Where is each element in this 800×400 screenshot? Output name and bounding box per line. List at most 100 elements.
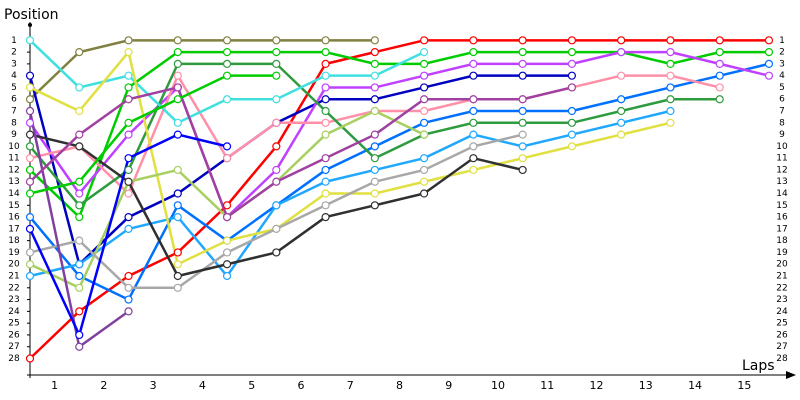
lap-marker — [666, 59, 675, 68]
lap-marker — [715, 48, 724, 57]
lap-marker — [173, 95, 182, 104]
lap-marker — [272, 48, 281, 57]
y-tick-label: 17 — [8, 224, 19, 234]
lap-marker — [124, 212, 133, 222]
lap-marker — [370, 201, 379, 210]
y-tick-label: 7 — [11, 107, 17, 117]
lap-marker — [321, 130, 330, 139]
lap-marker — [124, 118, 133, 127]
lap-marker — [272, 142, 281, 151]
y-tick-label: 18 — [8, 236, 20, 246]
lap-marker — [25, 106, 35, 116]
y-tick-label-right: 20 — [776, 260, 788, 270]
lap-marker — [222, 212, 232, 222]
x-tick-label: 5 — [248, 379, 255, 392]
lap-marker — [173, 59, 182, 68]
y-tick-label-right: 25 — [776, 319, 787, 329]
lap-marker — [370, 106, 379, 116]
lap-marker — [420, 106, 429, 116]
lap-marker — [420, 165, 429, 175]
series-line — [29, 74, 277, 195]
lap-marker — [518, 48, 527, 57]
lap-marker — [370, 36, 379, 45]
y-tick-label: 8 — [11, 118, 17, 128]
lap-marker — [75, 106, 84, 116]
lap-marker — [222, 260, 232, 269]
lap-marker — [469, 154, 478, 163]
y-tick-label-right: 10 — [776, 142, 788, 152]
lap-marker — [173, 48, 182, 57]
lap-marker — [25, 165, 35, 175]
x-axis-label: Laps — [742, 358, 775, 374]
lap-marker — [617, 48, 626, 57]
series-line — [29, 109, 671, 279]
lap-marker — [272, 118, 281, 127]
y-tick-label: 4 — [11, 71, 17, 81]
lap-marker — [75, 201, 84, 210]
lap-marker — [567, 71, 577, 80]
lap-marker — [518, 36, 527, 45]
y-tick-label-right: 28 — [776, 354, 788, 364]
lap-marker — [370, 177, 379, 186]
lap-marker — [370, 189, 379, 198]
lap-marker — [617, 118, 626, 127]
y-tick-label: 12 — [8, 165, 19, 175]
lap-marker — [370, 59, 379, 68]
y-tick-label: 14 — [8, 189, 20, 199]
lap-marker — [321, 48, 330, 57]
lap-marker — [75, 212, 84, 222]
y-tick-label-right: 12 — [776, 165, 787, 175]
lap-marker — [420, 95, 429, 104]
lap-marker — [420, 118, 429, 127]
y-tick-label-right: 15 — [776, 201, 787, 211]
lap-marker — [469, 71, 478, 80]
lap-marker — [715, 95, 724, 104]
y-tick-label: 3 — [11, 59, 17, 69]
lap-marker — [469, 36, 478, 45]
lap-marker — [715, 83, 724, 92]
lap-marker — [75, 142, 84, 151]
lap-marker — [567, 130, 577, 139]
lap-marker — [25, 354, 35, 363]
y-tick-label: 24 — [8, 307, 20, 317]
lap-marker — [124, 224, 133, 233]
lap-marker — [25, 271, 35, 281]
lap-marker — [567, 118, 577, 127]
lap-marker — [420, 154, 429, 163]
lap-marker — [518, 154, 527, 163]
lap-marker — [222, 48, 232, 57]
lap-marker — [567, 83, 577, 92]
lap-marker — [173, 165, 182, 175]
lap-marker — [321, 189, 330, 198]
y-tick-label: 1 — [11, 36, 17, 46]
x-tick-label: 8 — [396, 379, 403, 392]
lap-marker — [272, 177, 281, 186]
y-tick-label-right: 24 — [776, 307, 788, 317]
lap-marker — [321, 95, 330, 104]
lap-marker — [469, 48, 478, 57]
x-tick-label: 1 — [51, 379, 58, 392]
lap-marker — [420, 83, 429, 92]
lap-marker — [321, 71, 330, 80]
x-tick-label: 3 — [150, 379, 157, 392]
lap-marker — [370, 154, 379, 163]
lap-marker — [666, 106, 675, 116]
lap-marker — [124, 71, 133, 80]
lap-marker — [124, 165, 133, 175]
lap-marker — [321, 201, 330, 210]
lap-marker — [420, 36, 429, 45]
lap-marker — [173, 201, 182, 210]
y-tick-label-right: 21 — [776, 272, 787, 282]
lap-marker — [25, 142, 35, 151]
lap-marker — [469, 142, 478, 151]
lap-marker — [124, 130, 133, 139]
lap-marker — [420, 71, 429, 80]
lap-marker — [25, 83, 35, 92]
lap-marker — [25, 189, 35, 198]
lap-marker — [25, 95, 35, 104]
y-tick-label-right: 4 — [779, 71, 785, 81]
lap-marker — [25, 71, 35, 80]
y-tick-label: 25 — [8, 319, 19, 329]
lap-marker — [272, 201, 281, 210]
series-line — [29, 62, 770, 302]
